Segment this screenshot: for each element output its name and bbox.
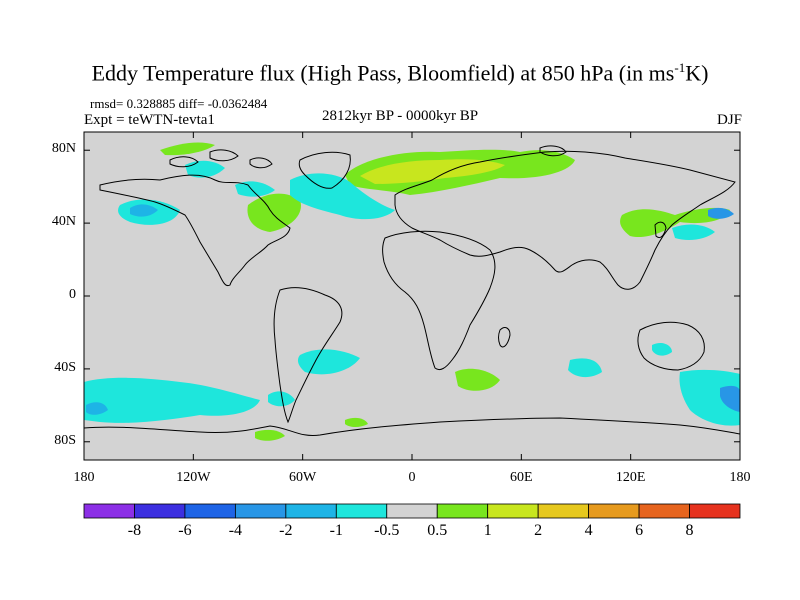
y-tick-label: 40S [54, 359, 76, 375]
colorbar-box [537, 503, 590, 519]
axis-ticks [83, 132, 741, 460]
season-label: DJF [716, 112, 742, 128]
colorbar-level-label: -2 [279, 522, 293, 539]
coastlines [83, 145, 741, 437]
x-tick-label: 120W [176, 470, 211, 485]
anomaly-patch-nh-yellow [360, 159, 505, 184]
colorbar-box [184, 503, 236, 519]
anomaly-patch-sh-cyan-sa [268, 391, 295, 407]
coastline-antarctica [83, 417, 741, 437]
colorbar-box [487, 503, 539, 519]
colorbar-level-label: 6 [635, 522, 644, 539]
anomaly-patch-sh-blue-east [720, 385, 740, 412]
colorbar-level-label: 4 [584, 522, 593, 539]
y-tick-label: 80S [54, 432, 76, 448]
anomaly-patch-sh-cyan-aus [652, 342, 672, 356]
stats-label: rmsd= 0.328885 diff= -0.0362484 [90, 96, 268, 111]
colorbar-box [386, 503, 438, 519]
coastline-arctic-islands [169, 145, 567, 169]
colorbar-box [134, 503, 186, 519]
colorbar-box [689, 503, 741, 519]
x-tick-label: 120E [615, 470, 646, 485]
colorbar-level-label: 1 [483, 522, 492, 539]
anomaly-patch-sh-cyan-ind [568, 358, 602, 378]
colorbar-boxes [83, 503, 741, 519]
anomaly-patch-arctic-cyan [185, 160, 225, 178]
y-tick-label: 80N [51, 141, 76, 157]
x-tick-label: 60E [510, 470, 533, 485]
coastline-madagascar [498, 327, 511, 348]
anomaly-patch-npac-blue [130, 204, 158, 217]
colorbar-level-label: -1 [329, 522, 343, 539]
anomaly-patch-sh-green-ant2 [345, 417, 368, 427]
colorbar-box [285, 503, 337, 519]
coastline-greenland [298, 151, 351, 189]
x-tick-label: 180 [729, 470, 751, 485]
anomaly-patch-sh-cyan-east [679, 369, 740, 426]
colorbar-box [588, 503, 640, 519]
coastline-africa [382, 230, 496, 371]
anomaly-patch-sh-cyan-mid [297, 349, 360, 375]
colorbar-box [638, 503, 690, 519]
anomaly-patch-na-green [247, 193, 301, 232]
anomaly-patch-sh-green-ant [255, 429, 285, 441]
colorbar-box [335, 503, 388, 519]
colorbar-level-label: 0.5 [427, 522, 448, 539]
x-tick-label: 180 [73, 470, 95, 485]
anomaly-patch-na-cyan [290, 173, 395, 220]
colorbar-level-label: 2 [534, 522, 543, 539]
period-label: 2812kyr BP - 0000kyr BP [321, 108, 479, 124]
anomaly-patch-pac-cyan [672, 224, 715, 240]
x-tick-label: 60W [289, 470, 317, 485]
coastline-japan [654, 221, 667, 239]
anomaly-patch-sh-cyan-west [84, 377, 260, 423]
anomaly-patch-sh-blue-west [86, 402, 108, 415]
colorbar-box [234, 503, 287, 519]
y-tick-label: 40N [51, 214, 76, 230]
anomaly-patch-arctic-green [160, 142, 215, 156]
anomaly-patches [84, 142, 740, 441]
coastline-north-america [99, 174, 291, 287]
y-tick-label: 0 [69, 287, 76, 302]
anomaly-patch-sh-green-atl [455, 368, 500, 391]
plot-title: Eddy Temperature flux (High Pass, Bloomf… [91, 60, 709, 86]
x-tick-label: 0 [408, 470, 416, 485]
colorbar-box [436, 503, 489, 519]
experiment-label: Expt = teWTN-tevta1 [84, 112, 215, 128]
colorbar-level-label: -4 [228, 522, 243, 539]
colorbar-level-label: -6 [178, 522, 192, 539]
coastline-south-america [273, 287, 343, 424]
colorbar-level-label: 8 [685, 522, 694, 539]
coastline-australia [637, 321, 705, 371]
anomaly-patch-pac-blue [708, 207, 734, 219]
anomaly-patch-can-cyan [235, 181, 275, 197]
colorbar-level-label: -8 [127, 522, 142, 539]
colorbar-box [83, 503, 135, 519]
coastline-eurasia [394, 150, 736, 290]
colorbar-level-label: -0.5 [374, 522, 400, 539]
